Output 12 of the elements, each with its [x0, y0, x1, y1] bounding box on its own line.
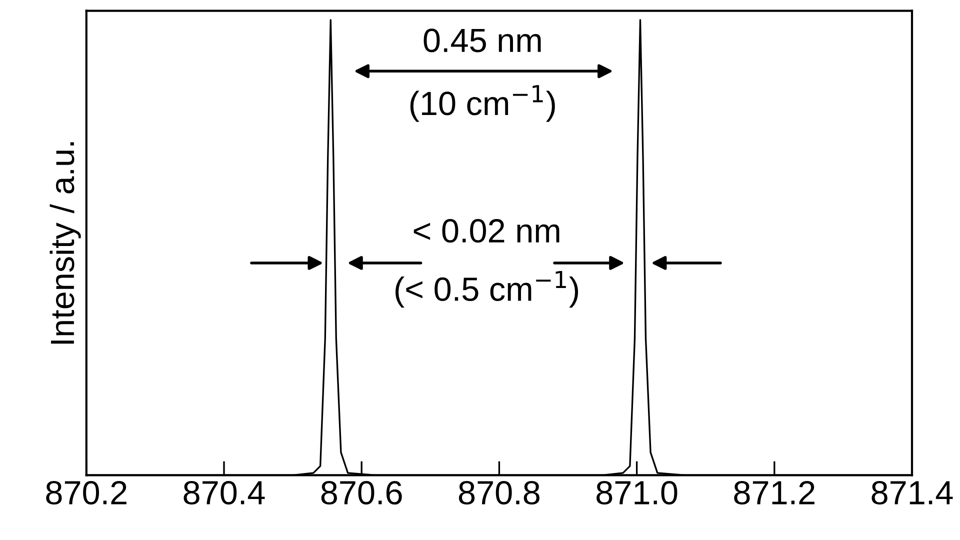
x-tick-label: 871.0: [596, 480, 678, 505]
x-tick-label: 870.8: [458, 480, 540, 505]
annotation: 0.45 nm: [424, 28, 541, 52]
x-tick-label: 870.6: [321, 480, 402, 505]
annotation: (10 cm$^{−1}$): [410, 85, 555, 122]
annotation: < 0.02 nm: [414, 219, 560, 243]
y-axis-title: Intensity / a.u.: [50, 142, 81, 344]
x-tick-label: 870.2: [46, 480, 126, 505]
annotation: (< 0.5 cm$^{−1}$): [396, 270, 578, 308]
x-tick-label: 870.4: [184, 480, 265, 505]
x-tick-label: 871.4: [872, 480, 953, 505]
x-tick-label: 871.2: [734, 480, 814, 505]
